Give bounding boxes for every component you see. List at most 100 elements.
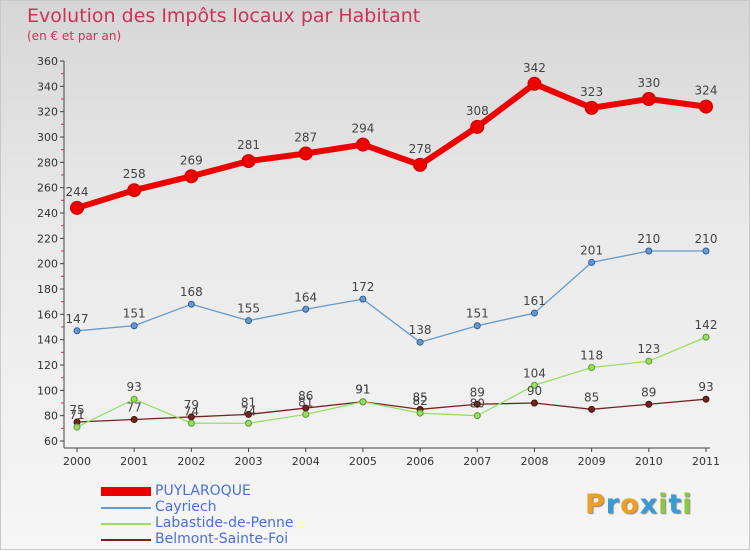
series-point-1 <box>302 305 310 313</box>
data-label-1: 210 <box>637 232 660 246</box>
legend-swatch-labastide <box>101 523 151 525</box>
data-label-0: 269 <box>180 153 203 167</box>
series-point-1 <box>530 309 538 317</box>
series-point-2 <box>530 381 538 389</box>
data-label-0: 308 <box>466 104 489 118</box>
data-label-2: 81 <box>298 395 313 409</box>
series-point-2 <box>130 395 138 403</box>
x-tick-label: 2003 <box>235 455 263 468</box>
legend-label-puylaroque: PUYLAROQUE <box>155 483 251 499</box>
series-point-1 <box>245 317 253 325</box>
legend-label-labastide: Labastide-de-Penne <box>155 515 294 531</box>
data-label-2: 123 <box>637 342 660 356</box>
series-point-2 <box>473 412 481 420</box>
series-point-0 <box>699 99 713 114</box>
y-tick-label: 280 <box>37 156 58 169</box>
series-point-2 <box>588 364 596 372</box>
series-point-3 <box>473 400 481 408</box>
data-label-2: 142 <box>695 318 718 332</box>
data-label-1: 172 <box>351 280 374 294</box>
series-point-3 <box>245 410 253 418</box>
series-line-0 <box>76 80 707 211</box>
series-point-2 <box>187 419 195 427</box>
series-point-2 <box>416 409 424 417</box>
data-label-2: 91 <box>355 383 370 397</box>
legend-label-belmont: Belmont-Sainte-Foi <box>155 531 289 547</box>
y-tick-label: 120 <box>37 359 58 372</box>
series-point-0 <box>127 183 142 198</box>
chart-title: Evolution des Impôts locaux par Habitant <box>27 5 421 27</box>
data-label-3: 81 <box>241 395 256 409</box>
logo-letter: x <box>639 489 659 520</box>
data-label-0: 244 <box>66 185 89 199</box>
logo-letter: r <box>605 489 621 520</box>
y-tick-label: 100 <box>37 384 58 397</box>
data-label-2: 74 <box>241 404 256 418</box>
series-point-1 <box>130 322 138 330</box>
series-point-3 <box>130 415 138 423</box>
logo-letter: t <box>668 489 683 520</box>
series-point-0 <box>527 76 542 91</box>
x-tick-label: 2001 <box>120 455 148 468</box>
logo-letter: P <box>585 489 606 520</box>
series-point-1 <box>73 327 81 335</box>
data-label-1: 210 <box>695 232 718 246</box>
series-point-0 <box>413 157 428 172</box>
data-label-3: 86 <box>298 389 313 403</box>
y-tick-label: 260 <box>37 182 58 195</box>
series-point-1 <box>702 247 710 255</box>
data-label-0: 323 <box>580 85 603 99</box>
data-label-3: 85 <box>584 390 599 404</box>
series-point-3 <box>645 400 653 408</box>
data-label-3: 89 <box>470 385 485 399</box>
series-line-1 <box>76 250 706 343</box>
y-tick-label: 160 <box>37 308 58 321</box>
series-point-1 <box>359 295 367 303</box>
y-tick-label: 140 <box>37 334 58 347</box>
data-label-3: 77 <box>127 400 142 414</box>
series-point-2 <box>645 357 653 365</box>
x-tick-label: 2010 <box>635 455 663 468</box>
proxiti-logo: Proxiti <box>585 489 693 520</box>
data-label-1: 201 <box>580 243 603 257</box>
series-line-2 <box>76 336 707 428</box>
data-label-3: 75 <box>69 403 84 417</box>
data-label-1: 168 <box>180 285 203 299</box>
data-label-3: 93 <box>698 380 713 394</box>
data-label-0: 324 <box>695 84 718 98</box>
x-tick-label: 2004 <box>292 455 320 468</box>
data-label-2: 74 <box>184 404 199 418</box>
data-label-1: 155 <box>237 302 260 316</box>
series-point-0 <box>241 154 256 169</box>
data-label-2: 118 <box>580 349 603 363</box>
series-point-0 <box>298 146 313 161</box>
y-tick-label: 80 <box>44 410 58 423</box>
series-point-1 <box>187 300 195 308</box>
y-tick-label: 240 <box>37 207 58 220</box>
data-label-0: 281 <box>237 138 260 152</box>
series-point-1 <box>645 247 653 255</box>
x-tick-label: 2006 <box>406 455 434 468</box>
series-point-1 <box>416 338 424 346</box>
data-label-0: 342 <box>523 61 546 75</box>
chart-subtitle: (en € et par an) <box>27 29 122 43</box>
y-tick-label: 180 <box>37 283 58 296</box>
x-tick-label: 2005 <box>349 455 377 468</box>
data-label-3: 91 <box>355 383 370 397</box>
series-point-2 <box>245 419 253 427</box>
series-point-2 <box>702 333 710 341</box>
series-point-3 <box>530 399 538 407</box>
data-label-0: 294 <box>351 122 374 136</box>
x-tick-label: 2008 <box>520 455 548 468</box>
y-tick-label: 220 <box>37 232 58 245</box>
data-label-3: 79 <box>184 398 199 412</box>
data-label-3: 85 <box>412 390 427 404</box>
series-point-3 <box>588 405 596 413</box>
data-label-1: 161 <box>523 294 546 308</box>
data-label-1: 164 <box>294 290 317 304</box>
series-point-2 <box>302 410 310 418</box>
x-tick-label: 2000 <box>63 455 91 468</box>
data-label-2: 82 <box>412 394 427 408</box>
